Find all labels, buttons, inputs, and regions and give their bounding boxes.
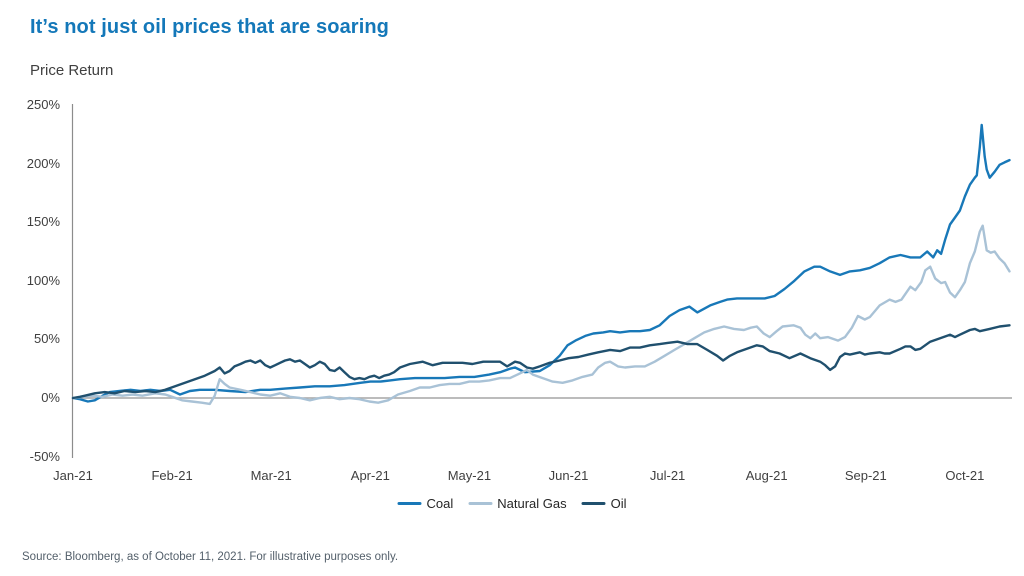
y-tick-label: 100%	[26, 272, 60, 288]
legend-label-oil: Oil	[610, 496, 627, 511]
x-tick-label: May-21	[447, 468, 492, 483]
x-tick-label: Oct-21	[945, 468, 985, 483]
series-line-natural-gas	[71, 224, 1011, 406]
legend-item-natural-gas: Natural Gas	[468, 496, 567, 511]
y-tick-label: 250%	[26, 97, 60, 112]
x-tick-label: Jul-21	[649, 468, 686, 483]
x-tick-label: Jan-21	[53, 468, 93, 483]
x-tick-label: Jun-21	[548, 468, 589, 483]
y-tick-label: 150%	[26, 214, 60, 230]
legend-swatch-oil	[581, 502, 606, 505]
x-tick-label: Feb-21	[151, 468, 193, 483]
legend-label-coal: Coal	[426, 496, 454, 511]
page-title: It’s not just oil prices that are soarin…	[30, 16, 389, 38]
legend-label-natural-gas: Natural Gas	[497, 496, 567, 511]
legend-swatch-natural-gas	[468, 502, 493, 505]
x-tick-label: Sep-21	[844, 468, 887, 483]
y-tick-label: 0%	[41, 390, 60, 405]
x-tick-label: Apr-21	[350, 468, 390, 483]
source-note: Source: Bloomberg, as of October 11, 202…	[22, 551, 399, 563]
series-line-oil	[71, 324, 1011, 400]
legend-item-oil: Oil	[581, 496, 627, 511]
series-line-coal	[71, 123, 1011, 403]
y-tick-label: 200%	[26, 155, 60, 171]
x-tick-label: Mar-21	[250, 468, 292, 483]
chart-legend: Coal Natural Gas Oil	[397, 496, 627, 511]
x-tick-label: Aug-21	[745, 468, 788, 483]
y-axis-title: Price Return	[30, 62, 114, 79]
legend-swatch-coal	[397, 502, 422, 505]
legend-item-coal: Coal	[397, 496, 453, 511]
y-tick-label: -50%	[29, 448, 60, 464]
y-tick-label: 50%	[33, 331, 60, 347]
